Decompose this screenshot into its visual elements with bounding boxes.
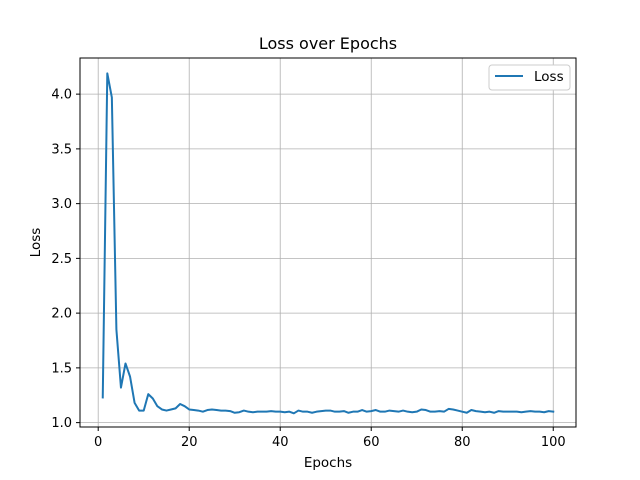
y-tick-label: 3.0 <box>51 197 72 212</box>
legend-box <box>488 64 571 91</box>
x-tick-label: 100 <box>541 435 566 450</box>
plot-frame <box>79 57 577 428</box>
series-layer <box>101 72 555 415</box>
x-tick-label: 0 <box>94 435 102 450</box>
legend: Loss <box>488 64 571 91</box>
series-line-loss <box>101 72 555 415</box>
y-tick-label: 1.0 <box>51 416 72 431</box>
x-tick-label: 80 <box>454 435 471 450</box>
x-axis-label: Epochs <box>304 455 352 471</box>
x-tick-label: 40 <box>272 435 289 450</box>
x-tick-label: 60 <box>363 435 380 450</box>
y-axis-label: Loss <box>28 228 44 258</box>
x-tick-label: 20 <box>181 435 198 450</box>
legend-label-loss: Loss <box>534 69 564 85</box>
y-tick-label: 3.5 <box>51 142 72 157</box>
y-tick-label: 1.5 <box>51 361 72 376</box>
chart-title: Loss over Epochs <box>259 34 397 53</box>
y-tick-label: 2.5 <box>51 252 72 267</box>
y-tick-label: 4.0 <box>51 88 72 103</box>
y-axis-ticks: 1.0 1.5 2.0 2.5 3.0 3.5 4.0 <box>51 88 80 431</box>
x-axis-ticks: 0 20 40 60 80 100 <box>94 427 566 450</box>
y-tick-label: 2.0 <box>51 307 72 322</box>
grid-lines <box>80 58 576 427</box>
